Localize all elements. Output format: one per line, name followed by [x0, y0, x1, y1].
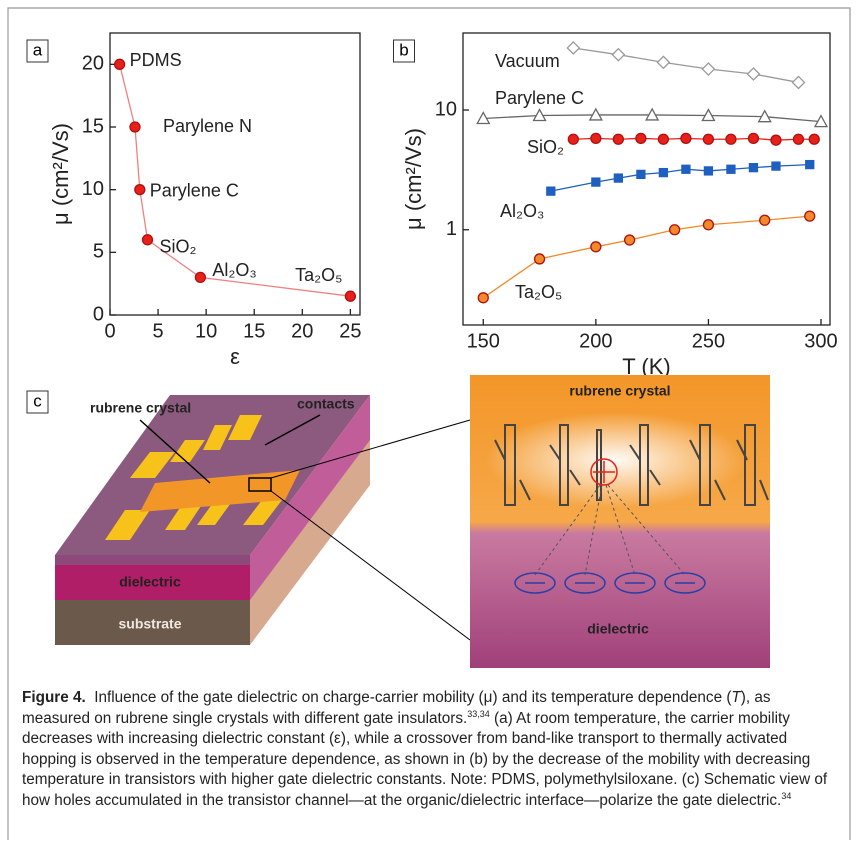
marker	[659, 169, 667, 177]
panel-letter: b	[399, 40, 408, 59]
marker	[591, 133, 601, 143]
marker	[614, 174, 622, 182]
point-label: Ta₂O₅	[295, 265, 342, 285]
series-label: SiO₂	[527, 137, 564, 157]
marker	[772, 162, 780, 170]
marker	[591, 242, 601, 252]
marker	[703, 134, 713, 144]
marker	[547, 187, 555, 195]
y-tick-label: 15	[82, 115, 104, 137]
caption-text: Influence of the gate dielectric on char…	[94, 689, 731, 706]
marker	[749, 164, 757, 172]
label: substrate	[118, 616, 181, 632]
marker	[681, 133, 691, 143]
marker	[805, 211, 815, 221]
marker	[135, 185, 145, 195]
point-label: SiO₂	[160, 237, 197, 257]
label: rubrene crystal	[90, 400, 191, 416]
series-label: Ta₂O₅	[515, 282, 562, 302]
marker	[115, 59, 125, 69]
marker	[535, 254, 545, 264]
marker	[702, 63, 714, 75]
marker	[613, 134, 623, 144]
block-front-top	[55, 555, 250, 565]
y-tick-label: 1	[446, 218, 457, 240]
caption-label: Figure 4.	[22, 689, 86, 706]
glow	[485, 412, 745, 508]
marker	[703, 220, 713, 230]
figure: a051015202505101520εμ (cm²/Vs)PDMSParyle…	[0, 0, 859, 846]
marker	[143, 235, 153, 245]
y-tick-label: 20	[82, 53, 104, 75]
y-tick-label: 5	[93, 241, 104, 263]
caption: Figure 4. Influence of the gate dielectr…	[22, 688, 837, 811]
marker	[793, 134, 803, 144]
panel-letter: a	[33, 40, 43, 59]
point-label: Parylene N	[163, 116, 252, 136]
y-tick-label: 10	[82, 178, 104, 200]
marker	[760, 215, 770, 225]
label: dielectric	[587, 621, 649, 637]
x-tick-label: 15	[243, 320, 265, 342]
citation: 34	[781, 790, 791, 800]
x-tick-label: 0	[104, 320, 115, 342]
marker	[809, 134, 819, 144]
point-label: PDMS	[130, 50, 182, 70]
y-tick-label: 0	[93, 303, 104, 325]
series-line	[573, 48, 798, 82]
series-line	[551, 165, 810, 192]
marker	[682, 165, 690, 173]
series-label: Vacuum	[495, 51, 560, 71]
marker	[568, 134, 578, 144]
x-axis-label: ε	[230, 344, 240, 369]
marker	[345, 291, 355, 301]
caption-text: T	[731, 689, 740, 706]
series-label: Al₂O₃	[500, 201, 544, 221]
y-tick-label: 10	[435, 98, 457, 120]
marker	[670, 225, 680, 235]
marker	[748, 133, 758, 143]
y-axis-label: μ (cm²/Vs)	[401, 128, 426, 230]
marker	[704, 167, 712, 175]
marker	[806, 161, 814, 169]
series-label: Parylene C	[495, 88, 584, 108]
label: dielectric	[119, 574, 181, 590]
x-tick-label: 5	[153, 320, 164, 342]
marker	[747, 68, 759, 80]
x-tick-label: 25	[339, 320, 361, 342]
marker	[567, 42, 579, 54]
x-tick-label: 300	[804, 330, 837, 352]
label: contacts	[297, 396, 355, 412]
marker	[478, 293, 488, 303]
marker	[636, 133, 646, 143]
marker	[657, 56, 669, 68]
marker	[612, 49, 624, 61]
marker	[592, 178, 600, 186]
label: rubrene crystal	[569, 383, 670, 399]
marker	[130, 122, 140, 132]
x-tick-label: 250	[692, 330, 725, 352]
marker	[727, 165, 735, 173]
marker	[625, 235, 635, 245]
marker	[637, 170, 645, 178]
x-tick-label: 200	[579, 330, 612, 352]
panel-letter: c	[33, 391, 42, 410]
point-label: Al₂O₃	[212, 260, 256, 280]
x-tick-label: 10	[195, 320, 217, 342]
marker	[792, 76, 804, 88]
point-label: Parylene C	[150, 180, 239, 200]
marker	[771, 135, 781, 145]
citation: 33,34	[467, 708, 490, 718]
x-tick-label: 20	[291, 320, 313, 342]
x-tick-label: 150	[467, 330, 500, 352]
marker	[726, 134, 736, 144]
y-axis-label: μ (cm²/Vs)	[48, 123, 73, 225]
marker	[195, 272, 205, 282]
marker	[658, 134, 668, 144]
